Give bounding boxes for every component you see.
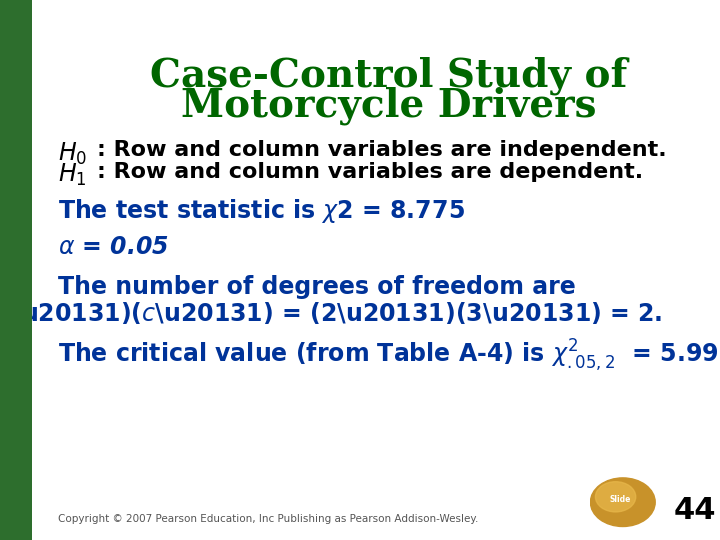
- Text: Case-Control Study of: Case-Control Study of: [150, 57, 627, 95]
- Text: $\alpha$ = 0.05: $\alpha$ = 0.05: [58, 235, 168, 259]
- Text: ($r$\u20131)($c$\u20131) = (2\u20131)(3\u20131) = 2.: ($r$\u20131)($c$\u20131) = (2\u20131)(3\…: [0, 300, 662, 326]
- Text: The test statistic is $\chi$2 = 8.775: The test statistic is $\chi$2 = 8.775: [58, 197, 465, 225]
- Text: : Row and column variables are dependent.: : Row and column variables are dependent…: [97, 162, 644, 182]
- Circle shape: [595, 482, 636, 512]
- Text: $H_1$: $H_1$: [58, 162, 86, 188]
- Text: $H_0$: $H_0$: [58, 140, 87, 167]
- Text: Copyright © 2007 Pearson Education, Inc Publishing as Pearson Addison-Wesley.: Copyright © 2007 Pearson Education, Inc …: [58, 514, 478, 524]
- Text: The critical value (from Table A-4) is $\chi^2_{.05,2}$  = 5.991.: The critical value (from Table A-4) is $…: [58, 338, 720, 374]
- Text: Slide: Slide: [610, 495, 631, 504]
- Text: The number of degrees of freedom are: The number of degrees of freedom are: [58, 275, 575, 299]
- Text: 44: 44: [673, 496, 716, 525]
- Text: : Row and column variables are independent.: : Row and column variables are independe…: [97, 140, 667, 160]
- Circle shape: [590, 478, 655, 526]
- Text: Motorcycle Drivers: Motorcycle Drivers: [181, 86, 597, 125]
